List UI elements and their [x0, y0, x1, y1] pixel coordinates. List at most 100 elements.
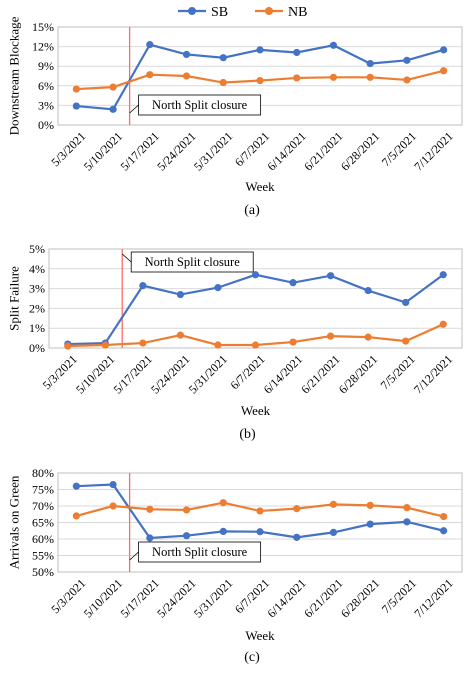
x-tick-label: 6/21/2021 [301, 576, 345, 620]
data-point-nb [329, 73, 338, 81]
legend-label-nb: NB [288, 5, 307, 20]
data-point-nb [403, 504, 411, 512]
annotation-leader [121, 253, 132, 263]
panel-label: (b) [239, 427, 256, 442]
legend-marker-nb [265, 7, 273, 15]
data-point-nb [146, 505, 154, 513]
data-point-nb [293, 505, 301, 513]
data-point-nb [146, 71, 154, 79]
data-point-sb [219, 527, 227, 536]
data-point-nb [256, 76, 264, 85]
data-point-sb [176, 290, 185, 299]
data-point-nb [101, 341, 109, 349]
y-tick-label: 65% [32, 516, 54, 530]
x-tick-label: 5/17/2021 [111, 352, 155, 396]
data-point-sb [109, 480, 117, 489]
y-tick-label: 4% [29, 262, 45, 276]
x-tick-label: 6/21/2021 [301, 129, 345, 173]
data-point-nb [440, 67, 448, 75]
y-tick-label: 0% [38, 118, 54, 132]
data-point-sb [329, 41, 338, 49]
data-point-nb [214, 341, 222, 349]
data-point-nb [289, 338, 297, 346]
annotation-leader [129, 551, 139, 561]
x-tick-label: 6/28/2021 [338, 129, 382, 173]
data-point-sb [182, 532, 191, 540]
y-axis-label: Downstream Blockage [7, 16, 22, 135]
x-tick-label: 5/24/2021 [148, 352, 192, 396]
data-point-sb [182, 50, 191, 59]
x-tick-label: 5/31/2021 [191, 129, 235, 173]
data-point-sb [329, 528, 338, 537]
data-point-sb [109, 105, 117, 113]
x-tick-label: 6/14/2021 [261, 352, 305, 396]
data-point-sb [72, 482, 80, 490]
y-tick-label: 5% [29, 242, 45, 256]
annotation-text: North Split closure [152, 545, 248, 559]
data-point-sb [403, 56, 411, 64]
x-tick-label: 5/24/2021 [154, 129, 198, 173]
data-point-sb [440, 46, 448, 54]
x-tick-label: 5/17/2021 [118, 576, 162, 620]
data-point-sb [293, 48, 301, 57]
data-point-nb [72, 85, 80, 93]
data-point-sb [440, 527, 448, 535]
data-point-nb [219, 78, 227, 87]
x-tick-label: 5/31/2021 [186, 352, 230, 396]
data-point-nb [176, 331, 185, 339]
data-point-nb [440, 512, 448, 521]
chart-panel-2: 0%1%2%3%4%5%5/3/20215/10/20215/17/20215/… [7, 242, 463, 442]
x-tick-label: 5/31/2021 [191, 576, 235, 620]
y-axis-label: Arrivals on Green [7, 475, 22, 569]
annotation-callout: North Split closure [129, 94, 262, 116]
y-tick-label: 80% [32, 466, 54, 480]
data-point-sb [293, 533, 301, 541]
x-tick-label: 5/10/2021 [81, 576, 125, 620]
y-tick-label: 50% [32, 565, 54, 579]
data-point-nb [251, 341, 260, 349]
data-point-sb [289, 279, 297, 287]
data-point-nb [182, 72, 191, 80]
data-point-nb [326, 332, 335, 340]
data-point-nb [364, 333, 372, 341]
data-point-sb [251, 271, 260, 279]
y-tick-label: 3% [29, 282, 45, 296]
y-tick-label: 2% [29, 301, 45, 315]
data-point-sb [219, 54, 227, 62]
x-tick-label: 6/14/2021 [264, 576, 308, 620]
data-point-nb [182, 506, 191, 514]
data-point-sb [366, 59, 374, 68]
panel-label: (a) [244, 203, 260, 218]
y-axis-label: Split Failure [7, 266, 22, 331]
x-axis-label: Week [245, 179, 275, 194]
data-point-sb [256, 528, 264, 536]
y-tick-label: 6% [38, 79, 54, 93]
data-point-nb [72, 512, 80, 520]
annotation-leader [129, 104, 139, 114]
data-point-nb [439, 320, 447, 328]
data-point-nb [293, 74, 301, 82]
data-point-nb [64, 342, 72, 350]
annotation-callout: North Split closure [129, 541, 262, 563]
y-tick-label: 0% [29, 341, 45, 355]
annotation-text: North Split closure [145, 255, 241, 269]
data-point-nb [329, 500, 338, 508]
x-tick-label: 5/17/2021 [118, 129, 162, 173]
x-tick-label: 5/10/2021 [81, 129, 125, 173]
x-tick-label: 5/24/2021 [154, 576, 198, 620]
data-point-sb [364, 286, 372, 295]
x-tick-label: 6/21/2021 [298, 352, 342, 396]
legend-marker-sb [188, 7, 196, 15]
legend: SB NB [178, 5, 307, 20]
data-point-nb [109, 502, 117, 510]
y-tick-label: 60% [32, 532, 54, 546]
data-point-sb [146, 534, 154, 542]
chart-panel-1: 0%3%6%9%12%15%5/3/20215/10/20215/17/2021… [7, 16, 463, 218]
data-point-sb [366, 520, 374, 528]
annotation-text: North Split closure [152, 98, 248, 112]
data-point-nb [366, 501, 374, 509]
y-tick-label: 3% [38, 98, 54, 112]
data-point-sb [139, 282, 147, 290]
data-point-sb [72, 102, 80, 110]
